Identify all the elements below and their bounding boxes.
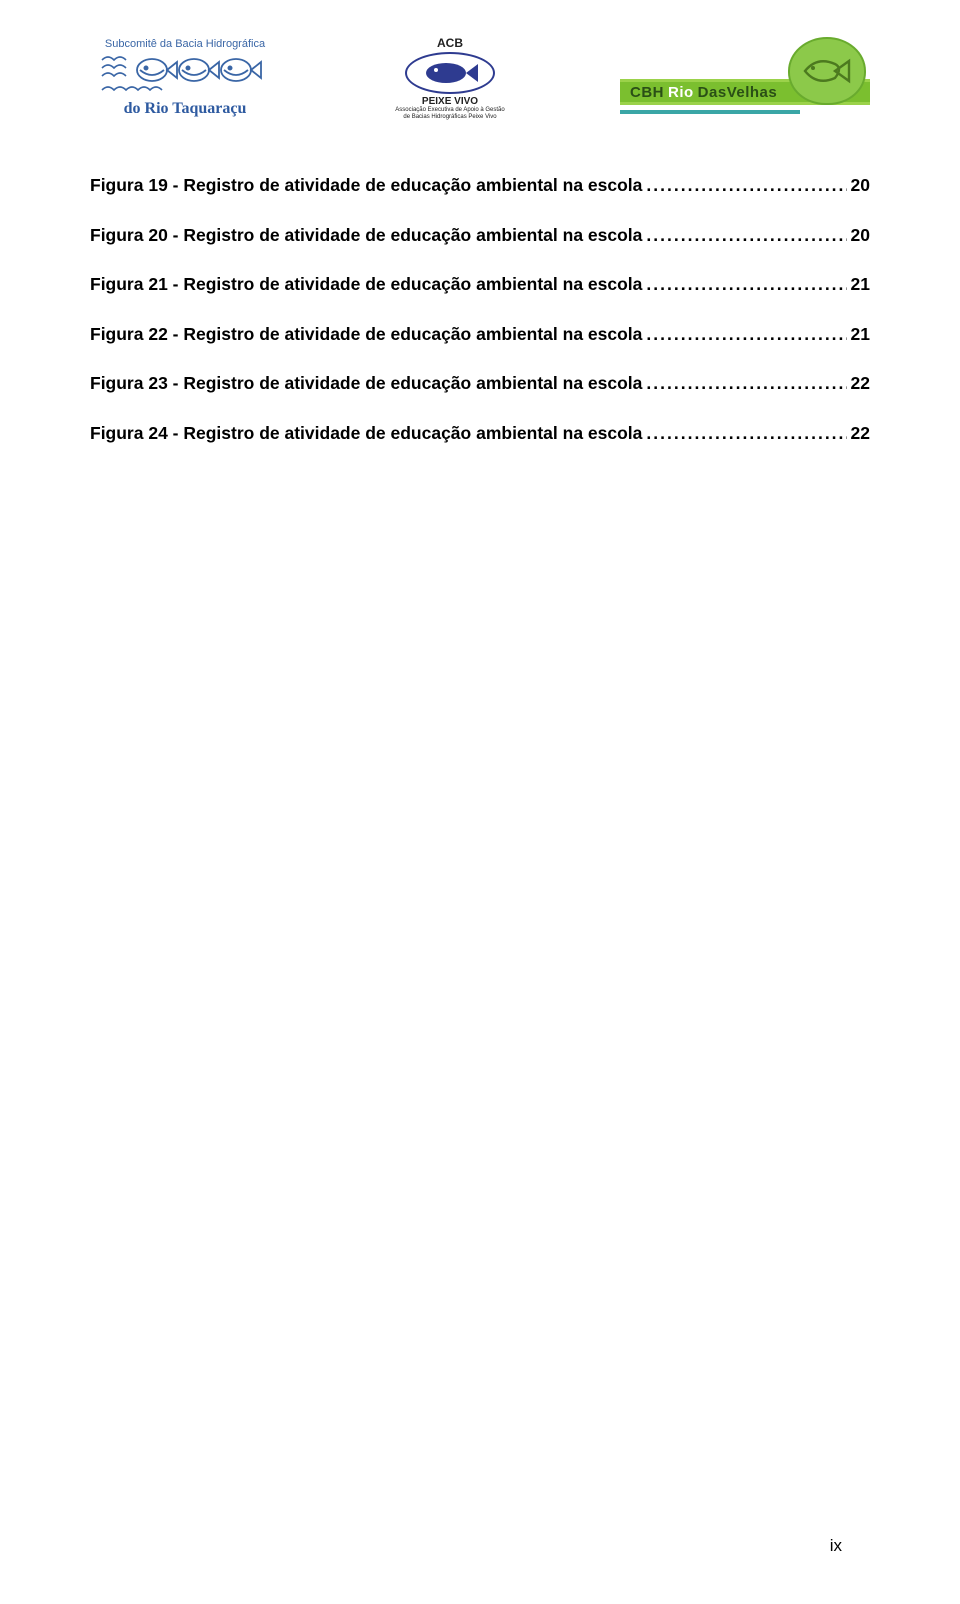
- toc-entry-page: 20: [851, 220, 870, 252]
- toc-entry-label: Figura 20 - Registro de atividade de edu…: [90, 220, 642, 252]
- toc-entry-page: 22: [851, 418, 870, 450]
- toc-leader-dots: [646, 319, 846, 351]
- toc-leader-dots: [646, 269, 846, 301]
- toc-entry-label: Figura 23 - Registro de atividade de edu…: [90, 368, 642, 400]
- logo-acb-peixe-vivo: ACB PEIXE VIVO Associação Executiva de A…: [365, 31, 535, 126]
- list-of-figures: Figura 19 - Registro de atividade de edu…: [90, 170, 870, 449]
- toc-entry: Figura 21 - Registro de atividade de edu…: [90, 269, 870, 301]
- logo-center-sub2: de Bacias Hidrográficas Peixe Vivo: [403, 114, 496, 121]
- logo-left-fish-icon: [100, 52, 270, 98]
- page-number: ix: [830, 1536, 842, 1556]
- toc-entry-label: Figura 22 - Registro de atividade de edu…: [90, 319, 642, 351]
- logo-right-circle: [788, 37, 866, 105]
- toc-entry-label: Figura 24 - Registro de atividade de edu…: [90, 418, 642, 450]
- toc-leader-dots: [646, 418, 846, 450]
- logo-subcomite-taquaracu: Subcomitê da Bacia Hidrográfica: [90, 33, 280, 123]
- toc-entry-page: 21: [851, 319, 870, 351]
- toc-entry: Figura 19 - Registro de atividade de edu…: [90, 170, 870, 202]
- logo-center-fish-oval: [405, 52, 495, 94]
- logo-right-teal-line: [620, 110, 800, 114]
- logo-left-bottom-text: do Rio Taquaraçu: [124, 100, 247, 118]
- toc-leader-dots: [646, 368, 846, 400]
- logo-center-banner: PEIXE VIVO: [422, 96, 478, 107]
- toc-entry-label: Figura 21 - Registro de atividade de edu…: [90, 269, 642, 301]
- toc-entry-page: 22: [851, 368, 870, 400]
- toc-entry: Figura 24 - Registro de atividade de edu…: [90, 418, 870, 450]
- logo-cbh-rio-das-velhas: CBH Rio DasVelhas: [620, 39, 870, 117]
- toc-entry: Figura 20 - Registro de atividade de edu…: [90, 220, 870, 252]
- toc-entry-page: 21: [851, 269, 870, 301]
- toc-leader-dots: [646, 170, 846, 202]
- toc-entry: Figura 23 - Registro de atividade de edu…: [90, 368, 870, 400]
- toc-entry-page: 20: [851, 170, 870, 202]
- fish-outline-icon: [799, 54, 855, 88]
- logo-right-suffix: DasVelhas: [698, 84, 778, 101]
- logo-right-prefix: CBH: [630, 84, 664, 101]
- toc-leader-dots: [646, 220, 846, 252]
- logo-center-top: ACB: [437, 36, 463, 50]
- logo-center-sub1: Associação Executiva de Apoio à Gestão: [395, 107, 504, 114]
- toc-entry: Figura 22 - Registro de atividade de edu…: [90, 319, 870, 351]
- document-page: Subcomitê da Bacia Hidrográfica: [0, 0, 960, 1604]
- header-logos-row: Subcomitê da Bacia Hidrográfica: [90, 28, 870, 128]
- logo-left-top-text: Subcomitê da Bacia Hidrográfica: [105, 38, 265, 50]
- logo-right-mid: Rio: [668, 84, 694, 101]
- toc-entry-label: Figura 19 - Registro de atividade de edu…: [90, 170, 642, 202]
- fish-icon: [420, 59, 480, 87]
